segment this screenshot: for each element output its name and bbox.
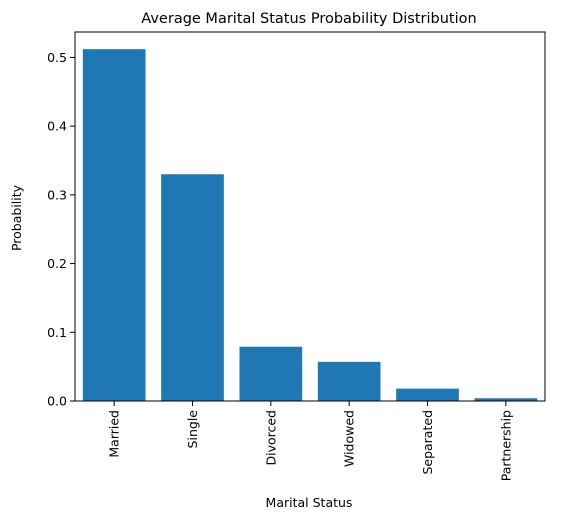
x-tick-label: Widowed <box>342 410 357 467</box>
bar-married <box>83 49 146 401</box>
x-tick-label: Married <box>107 410 122 458</box>
y-tick-label: 0.5 <box>47 50 67 65</box>
x-tick-label: Separated <box>420 410 435 475</box>
y-tick-label: 0.1 <box>47 325 67 340</box>
bar-widowed <box>318 362 381 401</box>
y-tick-label: 0.4 <box>47 119 67 134</box>
bar-separated <box>396 389 459 401</box>
bar-single <box>161 174 224 401</box>
y-tick-label: 0.3 <box>47 187 67 202</box>
bar-divorced <box>240 347 303 401</box>
x-axis-label: Marital Status <box>266 495 353 510</box>
chart-title: Average Marital Status Probability Distr… <box>141 11 476 27</box>
x-tick-label: Partnership <box>498 410 513 481</box>
x-tick-label: Divorced <box>263 410 278 466</box>
y-tick-label: 0.0 <box>47 394 67 409</box>
y-axis-label: Probability <box>9 184 24 251</box>
y-tick-label: 0.2 <box>47 256 67 271</box>
x-tick-label: Single <box>185 410 200 449</box>
